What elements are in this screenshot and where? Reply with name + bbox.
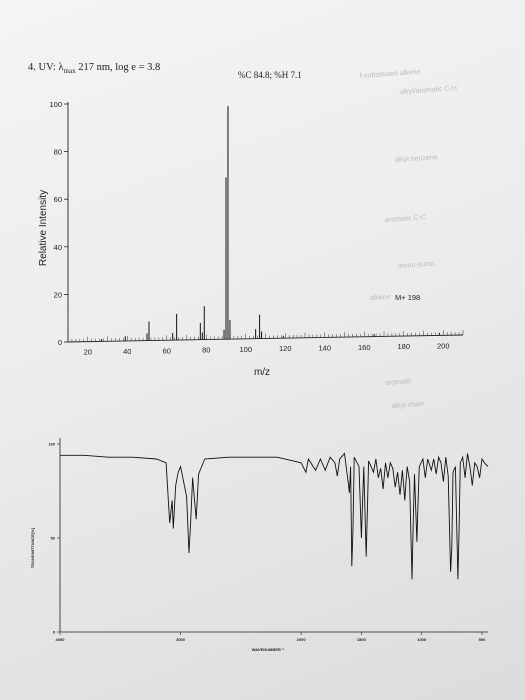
ms-annotation: M+ 198 [395, 293, 420, 302]
ghost-note: alkyl benzene [395, 154, 438, 164]
ghost-note: aromatic C-C [385, 214, 427, 224]
ir-y-tick-label: 0 [53, 630, 56, 635]
ir-y-tick-label: 50 [51, 536, 56, 541]
ms-xlabel: m/z [254, 367, 270, 378]
composition-header: %C 84.8; %H 7.1 [238, 70, 302, 80]
ms-y-tick-label: 0 [58, 338, 62, 347]
ms-x-tick-label: 200 [437, 341, 450, 350]
ms-axes: 0 20 40 60 80 100 20 40 60 80 100 120 140 160 180 200 [49, 100, 464, 357]
ms-x-tick-label: 120 [279, 344, 292, 353]
ms-y-tick-label: 60 [54, 195, 62, 204]
ghost-note: f-substituted alkene [360, 69, 421, 80]
ghost-note: alkyl/aromatic C-H [400, 85, 458, 96]
ms-peaks [101, 105, 440, 342]
uv-prefix: 4. UV: λ [28, 62, 64, 73]
ir-series-line [60, 452, 489, 580]
ir-xlabel: WAVENUMBER⁻¹ [252, 647, 285, 652]
ms-x-tick-label: 40 [123, 347, 131, 356]
ghost-note: alkene [370, 294, 391, 302]
ms-x-tick-label: 140 [318, 343, 331, 352]
ir-x-tick-label: 1000 [417, 637, 427, 642]
ghost-note: alkyl chain [392, 401, 425, 410]
ir-axes: 0 50 100 4000 3000 2000 1500 1000 500 [48, 438, 488, 642]
ghost-note: mono-subst. [398, 260, 437, 270]
uv-header: 4. UV: λmax 217 nm, log e = 3.8 [28, 62, 160, 75]
ir-x-tick-label: 2000 [297, 637, 307, 642]
ms-x-tick-label: 180 [397, 342, 410, 351]
ms-ylabel: Relative Intensity [38, 190, 49, 266]
uv-suffix: 217 nm, log e = 3.8 [75, 62, 161, 73]
ir-x-tick-label: 3000 [176, 637, 186, 642]
ms-y-tick-label: 20 [54, 290, 62, 299]
ms-x-tick-label: 80 [202, 346, 210, 355]
ms-y-tick-label: 80 [54, 148, 62, 157]
ms-x-tick-label: 60 [163, 346, 171, 355]
ir-x-tick-label: 500 [479, 637, 486, 642]
ir-y-tick-label: 100 [48, 442, 55, 447]
ir-x-tick-label: 4000 [56, 637, 66, 642]
ms-y-tick-label: 100 [49, 100, 62, 109]
ir-x-tick-label: 1500 [357, 637, 367, 642]
ms-x-tick-label: 160 [358, 343, 371, 352]
ms-y-tick-label: 40 [54, 243, 62, 252]
ms-x-tick-label: 20 [84, 348, 92, 357]
ir-ylabel: TRANSMITTANCE[%] [30, 527, 35, 568]
ms-x-tick-label: 100 [239, 345, 252, 354]
uv-subscript: max [63, 67, 76, 76]
ghost-note: aromatic [385, 378, 413, 387]
